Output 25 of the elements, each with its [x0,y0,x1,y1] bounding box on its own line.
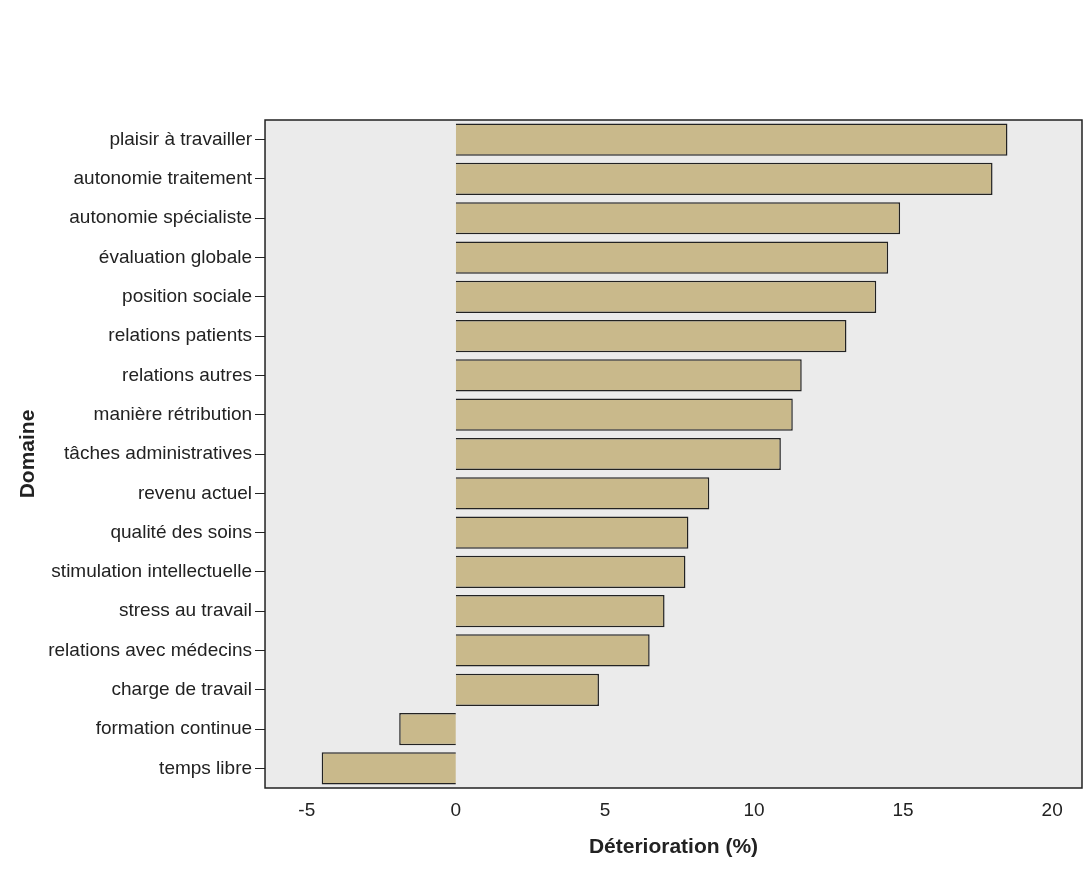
y-tick-label: revenu actuel [137,481,253,503]
y-tick-label: temps libre [159,756,253,778]
y-tick-label: stress au travail [118,599,253,621]
y-tick-label: autonomie traitement [73,167,253,189]
y-tick-label: tâches administratives [64,442,253,464]
y-tick-label: relations avec médecins [48,638,253,660]
x-tick-label: 0 [450,798,462,820]
y-tick-label: charge de travail [111,678,253,699]
y-tick-label: formation continue [95,717,253,739]
y-tick-label: qualité des soins [110,520,253,542]
y-axis-title: Domaine [15,409,39,499]
x-tick-label: -5 [298,798,316,820]
x-tick-label: 5 [599,798,611,820]
y-tick-label: relations autres [122,363,253,385]
y-tick-label: relations patients [108,324,253,346]
y-tick-label: évaluation globale [98,245,253,267]
y-tick-label: plaisir à travailler [109,127,253,149]
x-axis-title: Déterioration (%) [588,834,759,858]
x-tick-label: 20 [1041,798,1063,820]
x-tick-label: 15 [892,798,914,820]
y-tick-label: manière rétribution [93,402,253,424]
y-tick-label: position sociale [122,285,253,307]
x-tick-label: 10 [743,798,765,820]
y-tick-label: stimulation intellectuelle [51,560,253,582]
y-tick-label: autonomie spécialiste [69,206,253,228]
